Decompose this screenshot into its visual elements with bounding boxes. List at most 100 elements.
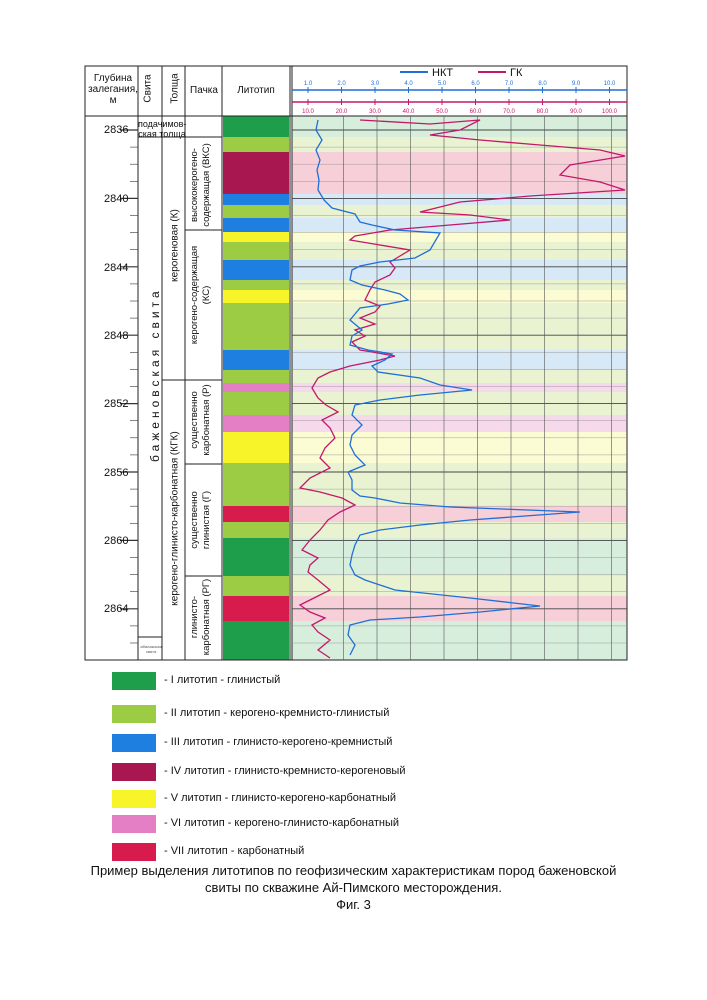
legend-swatch [112,763,156,781]
legend-label: - V литотип - глинисто-керогено-карбонат… [164,792,396,804]
nkt-curve [315,119,581,656]
lithotype-segment [223,280,289,290]
svita-bazhenov: баженовская свита [148,287,162,462]
lithotype-segment [223,463,289,506]
depth-label: 2840 [104,193,129,205]
gk-legend-label: ГК [510,67,523,79]
legend-row: - II литотип - керогено-кремнисто-глинис… [112,705,707,727]
header-pachka: Пачка [190,85,218,96]
legend-swatch [112,843,156,861]
log-track-band [292,152,627,194]
header-svita: Свита [142,74,154,103]
lithotype-segment [223,260,289,280]
table-frame [84,65,628,661]
legend-row: - V литотип - глинисто-керогено-карбонат… [112,790,707,812]
log-track-band [292,538,627,576]
lithotype-segment [223,621,289,660]
tolsha-kerogen: керогеновая (К) [169,209,181,282]
header-tolsha: Толща [169,73,181,104]
lithotype-segment [223,596,289,621]
lithotype-segment [223,392,289,415]
header-depth-line2: залегания, [88,84,138,95]
log-track-band [292,116,627,137]
legend-swatch [112,734,156,752]
header-depth-line3: м [109,95,117,106]
figure-caption-line2: свиты по скважине Ай-Пимского месторожде… [205,880,502,895]
header-litotip: Литотип [237,85,275,96]
log-track-band [292,205,627,218]
log-track-band [292,463,627,506]
gk-scale-label: 10.0 [302,109,314,115]
log-track-band [292,232,627,242]
log-track-band [292,242,627,260]
depth-label: 2848 [104,330,129,342]
lithotype-segment [223,522,289,538]
svita-podachimov: подачимов-ская толща [138,119,187,139]
depth-label: 2852 [104,398,129,410]
nkt-scale-label: 3.0 [371,81,380,87]
legend-row: - III литотип - глинисто-керогено-кремни… [112,734,707,756]
lithotype-segment [223,232,289,242]
pachka-ks: керогено-содержащая (КС) [189,240,213,350]
depth-label: 2864 [104,603,129,615]
gk-scale-label: 100.0 [602,109,618,115]
lithotype-segment [223,538,289,576]
legend-row: - VII литотип - карбонатный [112,843,707,865]
nkt-scale-label: 1.0 [304,81,313,87]
figure-caption-line3: Фиг. 3 [336,897,371,912]
gk-scale-label: 60.0 [470,109,482,115]
log-track-band [292,522,627,538]
log-track-band [292,280,627,290]
lithotype-segment [223,194,289,205]
log-track-band [292,218,627,232]
legend-row: - I литотип - глинистый [112,672,707,694]
gk-scale-label: 30.0 [369,109,381,115]
lithotype-segment [223,205,289,218]
nkt-scale-label: 10.0 [604,81,616,87]
log-track-band [292,370,627,383]
lithotype-segment [223,152,289,194]
log-track-band [292,137,627,152]
legend-label: - I литотип - глинистый [164,674,281,686]
lithotype-legend: - I литотип - глинистый - II литотип - к… [112,672,672,872]
legend-swatch [112,672,156,690]
lithotype-segment [223,350,289,370]
figure-caption-line1: Пример выделения литотипов по геофизичес… [90,863,617,878]
lithotype-segment [223,137,289,152]
legend-swatch [112,790,156,808]
header-depth-line1: Глубина [93,73,133,84]
log-track-band [292,415,627,432]
depth-label: 2856 [104,467,129,479]
gk-scale-label: 20.0 [336,109,348,115]
nkt-legend-label: НКТ [432,67,454,79]
svita-abalak: абалакская свита [140,644,162,654]
lithotype-segment [223,116,289,137]
gk-scale-label: 70.0 [503,109,515,115]
lithotype-segment [223,415,289,432]
pachka-vks: высококерогено-содержащая (ВКС) [189,130,213,240]
nkt-scale-label: 7.0 [505,81,514,87]
nkt-scale-label: 4.0 [404,81,413,87]
log-track-band [292,290,627,303]
nkt-scale-label: 6.0 [471,81,480,87]
legend-label: - II литотип - керогено-кремнисто-глинис… [164,707,390,719]
pachka-p-text: существенно карбонатная (Р) [189,384,212,456]
lithotype-segment [223,242,289,260]
nkt-scale-label: 5.0 [438,81,447,87]
legend-label: - III литотип - глинисто-керогено-кремни… [164,736,393,748]
pachka-p: существенно карбонатная (Р) [189,380,213,460]
lithotype-segment [223,370,289,383]
lithotype-segment [223,506,289,522]
lithotype-segment [223,290,289,303]
gk-scale-label: 90.0 [570,109,582,115]
log-track-band [292,621,627,660]
legend-row: - VI литотип - керогено-глинисто-карбона… [112,815,707,837]
lithotype-segment [223,383,289,392]
pachka-rg: глинисто-карбонатная (РГ) [189,577,213,657]
log-track-band [292,432,627,463]
legend-swatch [112,815,156,833]
legend-label: - VI литотип - керогено-глинисто-карбона… [164,817,400,829]
pachka-vks-text: высококерогено-содержащая (ВКС) [189,143,212,227]
log-track-band [292,303,627,350]
